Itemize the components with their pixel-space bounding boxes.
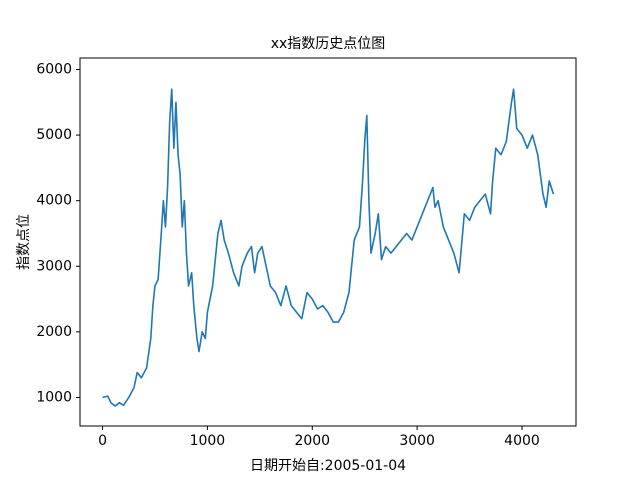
series-line — [102, 88, 555, 407]
plot-frame — [79, 57, 577, 427]
y-tick-label: 2000 — [36, 324, 72, 340]
y-tick-label: 3000 — [36, 258, 72, 274]
chart-title: xx指数历史点位图 — [271, 36, 386, 52]
x-tick-label: 3000 — [399, 433, 435, 449]
x-tick-label: 0 — [98, 433, 107, 449]
y-tick-label: 6000 — [36, 61, 72, 77]
x-tick-label: 1000 — [190, 433, 226, 449]
y-tick-label: 4000 — [36, 193, 72, 209]
y-axis-label: 指数点位 — [16, 214, 32, 270]
y-tick-label: 1000 — [36, 389, 72, 405]
x-tick-label: 4000 — [504, 433, 540, 449]
x-axis-label: 日期开始自:2005-01-04 — [250, 458, 406, 474]
y-tick-label: 5000 — [36, 127, 72, 143]
x-tick-label: 2000 — [294, 433, 330, 449]
